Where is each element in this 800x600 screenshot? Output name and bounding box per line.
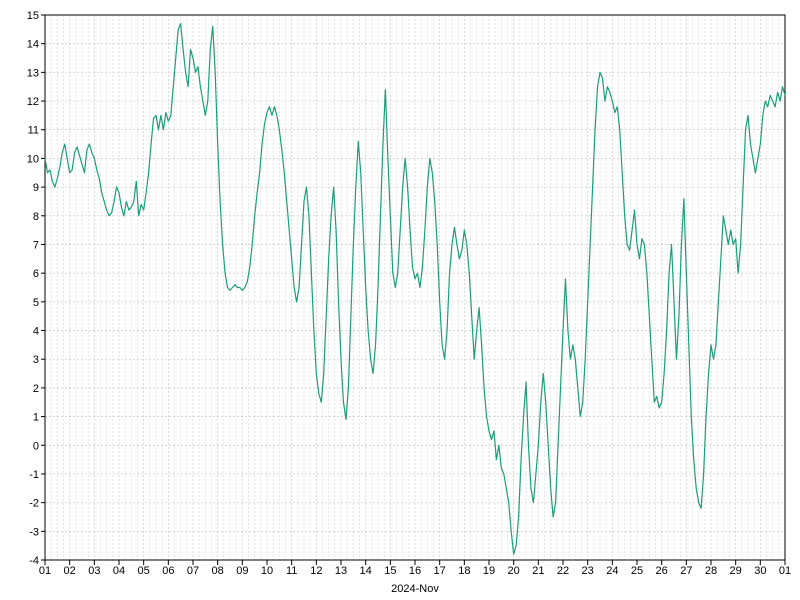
x-tick-label: 28	[705, 565, 717, 577]
x-tick-label: 05	[138, 565, 150, 577]
x-tick-label: 19	[483, 565, 495, 577]
x-tick-label: 18	[458, 565, 470, 577]
x-tick-label: 17	[434, 565, 446, 577]
y-tick-label: -3	[29, 526, 39, 538]
x-tick-label: 29	[730, 565, 742, 577]
x-tick-label: 04	[113, 565, 125, 577]
x-tick-label: 06	[162, 565, 174, 577]
x-tick-label: 24	[606, 565, 618, 577]
x-tick-label: 23	[582, 565, 594, 577]
x-tick-label: 08	[212, 565, 224, 577]
y-tick-label: 3	[33, 354, 39, 366]
y-tick-label: 4	[33, 326, 39, 338]
x-tick-label: 26	[656, 565, 668, 577]
y-tick-label: 0	[33, 440, 39, 452]
x-tick-label: 14	[360, 565, 372, 577]
y-tick-label: 10	[27, 153, 39, 165]
y-tick-label: 15	[27, 10, 39, 22]
x-tick-label: 30	[754, 565, 766, 577]
x-tick-label: 02	[64, 565, 76, 577]
y-tick-label: 5	[33, 297, 39, 309]
x-tick-label: 25	[631, 565, 643, 577]
y-tick-label: 7	[33, 239, 39, 251]
x-tick-label: 09	[236, 565, 248, 577]
x-tick-label: 03	[88, 565, 100, 577]
x-tick-label: 20	[508, 565, 520, 577]
x-tick-label: 27	[680, 565, 692, 577]
x-tick-label: 15	[384, 565, 396, 577]
y-tick-label: 6	[33, 268, 39, 280]
x-tick-label: 16	[409, 565, 421, 577]
x-tick-label: 22	[557, 565, 569, 577]
y-tick-label: 12	[27, 96, 39, 108]
x-tick-label: 01	[39, 565, 51, 577]
y-tick-label: 14	[27, 39, 39, 51]
y-tick-label: -1	[29, 469, 39, 481]
x-tick-label: 13	[335, 565, 347, 577]
y-tick-label: 13	[27, 67, 39, 79]
x-axis-label: 2024-Nov	[391, 583, 439, 595]
x-tick-label: 10	[261, 565, 273, 577]
chart-container: -4-3-2-101234567891011121314150102030405…	[0, 0, 800, 600]
x-tick-label: 11	[286, 565, 297, 577]
y-tick-label: 11	[28, 125, 39, 137]
y-tick-label: 8	[33, 211, 39, 223]
y-tick-label: 1	[33, 412, 39, 424]
x-tick-label: 07	[187, 565, 199, 577]
x-tick-label: 21	[532, 565, 544, 577]
x-tick-label: 01	[779, 565, 791, 577]
timeseries-chart: -4-3-2-101234567891011121314150102030405…	[0, 0, 800, 600]
y-tick-label: -4	[29, 555, 39, 567]
y-tick-label: 9	[33, 182, 39, 194]
x-tick-label: 12	[310, 565, 322, 577]
y-tick-label: 2	[33, 383, 39, 395]
y-tick-label: -2	[29, 498, 39, 510]
